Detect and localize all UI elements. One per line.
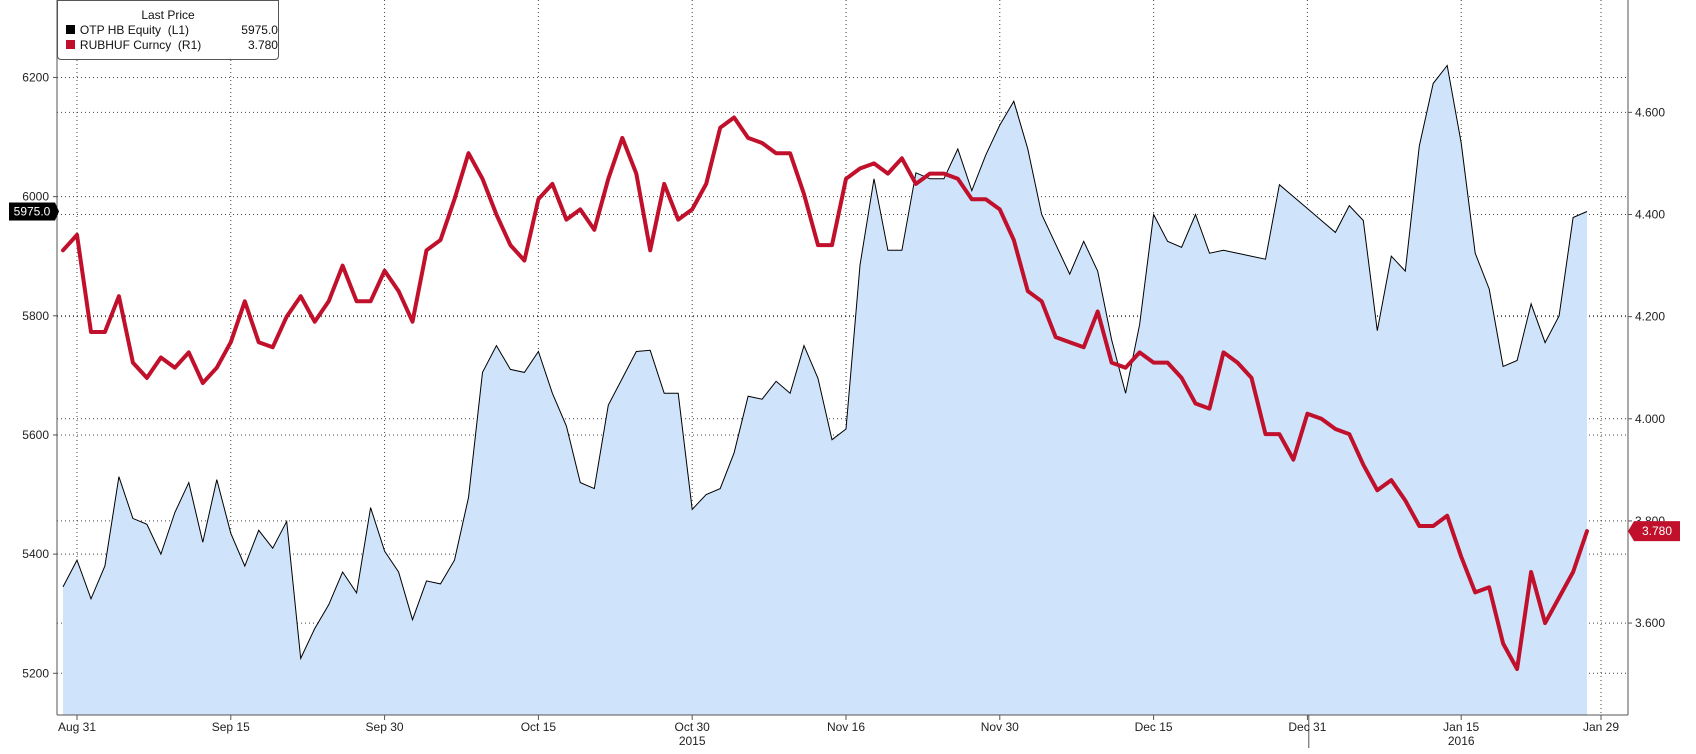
- x-tick-label: Sep 15: [212, 720, 250, 734]
- x-year-label: 2016: [1448, 734, 1475, 748]
- legend-entry-name: OTP HB Equity (L1): [79, 22, 190, 37]
- x-tick-label: Jan 15: [1443, 720, 1479, 734]
- x-tick-label: Nov 30: [981, 720, 1019, 734]
- x-tick-label: Sep 30: [366, 720, 404, 734]
- x-tick-label: Aug 31: [58, 720, 96, 734]
- axes: [53, 0, 1632, 748]
- x-year-label: 2015: [679, 734, 706, 748]
- otp-area-series: [62, 64, 1588, 715]
- x-tick-label: Oct 15: [521, 720, 557, 734]
- left-tick-label: 6000: [22, 190, 49, 204]
- legend-entry-value: 3.780: [247, 37, 278, 52]
- x-tick-label: Jan 29: [1583, 720, 1619, 734]
- right-tick-label: 4.600: [1635, 105, 1665, 119]
- legend-swatch-otp: [66, 25, 75, 34]
- x-tick-label: Dec 31: [1288, 720, 1326, 734]
- x-tick-label: Dec 15: [1135, 720, 1173, 734]
- otp-last-value-badge: [9, 202, 55, 221]
- left-tick-label: 5400: [22, 547, 49, 561]
- x-tick-label: Oct 30: [675, 720, 711, 734]
- rubhuf-last-value-label: 3.780: [1642, 524, 1672, 538]
- rubhuf-last-value-badge: [1634, 521, 1680, 542]
- left-tick-label: 5600: [22, 428, 49, 442]
- rubhuf-last-value-pointer: [1628, 521, 1634, 542]
- tick-labels: 5200540056005800600062003.6003.8004.0004…: [22, 70, 1665, 748]
- legend-title: Last Price: [141, 8, 195, 22]
- rubhuf-line: [61, 115, 1589, 671]
- right-tick-label: 4.400: [1635, 208, 1665, 222]
- left-tick-label: 5200: [22, 666, 49, 680]
- right-tick-label: 3.600: [1635, 616, 1665, 630]
- otp-area-line: [62, 64, 1588, 661]
- last-value-markers: 5975.0 3.780: [9, 202, 1680, 542]
- right-tick-label: 4.000: [1635, 412, 1665, 426]
- left-tick-label: 5800: [22, 309, 49, 323]
- legend-entry-value: 5975.0: [241, 22, 278, 37]
- legend-swatch-rubhuf: [66, 40, 75, 49]
- legend: Last Price OTP HB Equity (L1) 5975.0 RUB…: [57, 0, 279, 60]
- rubhuf-line-series: [61, 115, 1589, 671]
- right-tick-label: 4.200: [1635, 310, 1665, 324]
- legend-entry-otp: OTP HB Equity (L1) 5975.0: [58, 22, 278, 37]
- otp-last-value-pointer: [55, 202, 59, 221]
- x-tick-label: Nov 16: [827, 720, 865, 734]
- otp-last-value-label: 5975.0: [14, 205, 51, 219]
- left-tick-label: 6200: [22, 70, 49, 84]
- legend-entry-rubhuf: RUBHUF Curncy (R1) 3.780: [58, 37, 278, 52]
- legend-entry-name: RUBHUF Curncy (R1): [79, 37, 202, 52]
- otp-area-fill: [63, 65, 1587, 715]
